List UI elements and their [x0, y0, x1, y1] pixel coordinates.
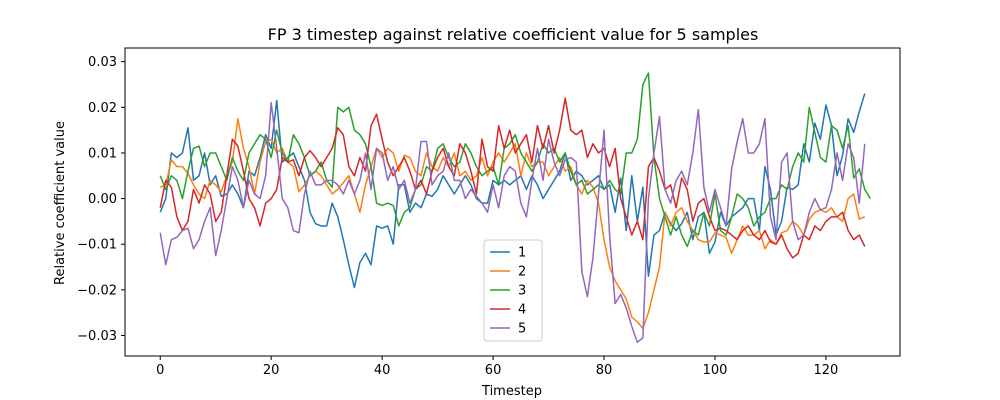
- series-line-5: [159, 102, 866, 344]
- legend-label-5: 5: [518, 322, 526, 337]
- x-tick-label: 0: [156, 363, 164, 378]
- legend-label-1: 1: [518, 246, 526, 261]
- legend-label-4: 4: [518, 303, 526, 318]
- y-tick-label: −0.02: [77, 283, 117, 298]
- y-tick-label: −0.03: [77, 329, 117, 344]
- y-tick-label: 0.00: [88, 192, 117, 207]
- plot-area-frame: [124, 47, 901, 357]
- x-tick-label: 100: [703, 363, 728, 378]
- series-line-4: [159, 97, 866, 259]
- chart-title: FP 3 timestep against relative coefficie…: [268, 25, 759, 44]
- legend-label-2: 2: [518, 265, 526, 280]
- x-axis: 0 20 40 60 80 100 120: [156, 356, 838, 378]
- legend: 1 2 3 4 5: [483, 239, 543, 342]
- legend-label-3: 3: [518, 284, 526, 299]
- y-axis-title: Relative coefficient value: [53, 121, 68, 285]
- y-tick-label: −0.01: [77, 238, 117, 253]
- x-tick-label: 20: [263, 363, 280, 378]
- y-axis: −0.03 −0.02 −0.01 0.00 0.01 0.02 0.03: [77, 55, 125, 344]
- plot-lines: [159, 72, 871, 344]
- y-tick-label: 0.01: [88, 146, 117, 161]
- legend-box: [483, 239, 543, 342]
- y-tick-label: 0.03: [88, 55, 117, 70]
- series-line-1: [159, 93, 866, 289]
- x-tick-label: 120: [814, 363, 839, 378]
- x-axis-title: Timestep: [481, 384, 542, 399]
- x-tick-label: 80: [596, 363, 613, 378]
- x-tick-label: 40: [374, 363, 391, 378]
- series-line-3: [159, 72, 871, 248]
- x-tick-label: 60: [485, 363, 502, 378]
- y-tick-label: 0.02: [88, 101, 117, 116]
